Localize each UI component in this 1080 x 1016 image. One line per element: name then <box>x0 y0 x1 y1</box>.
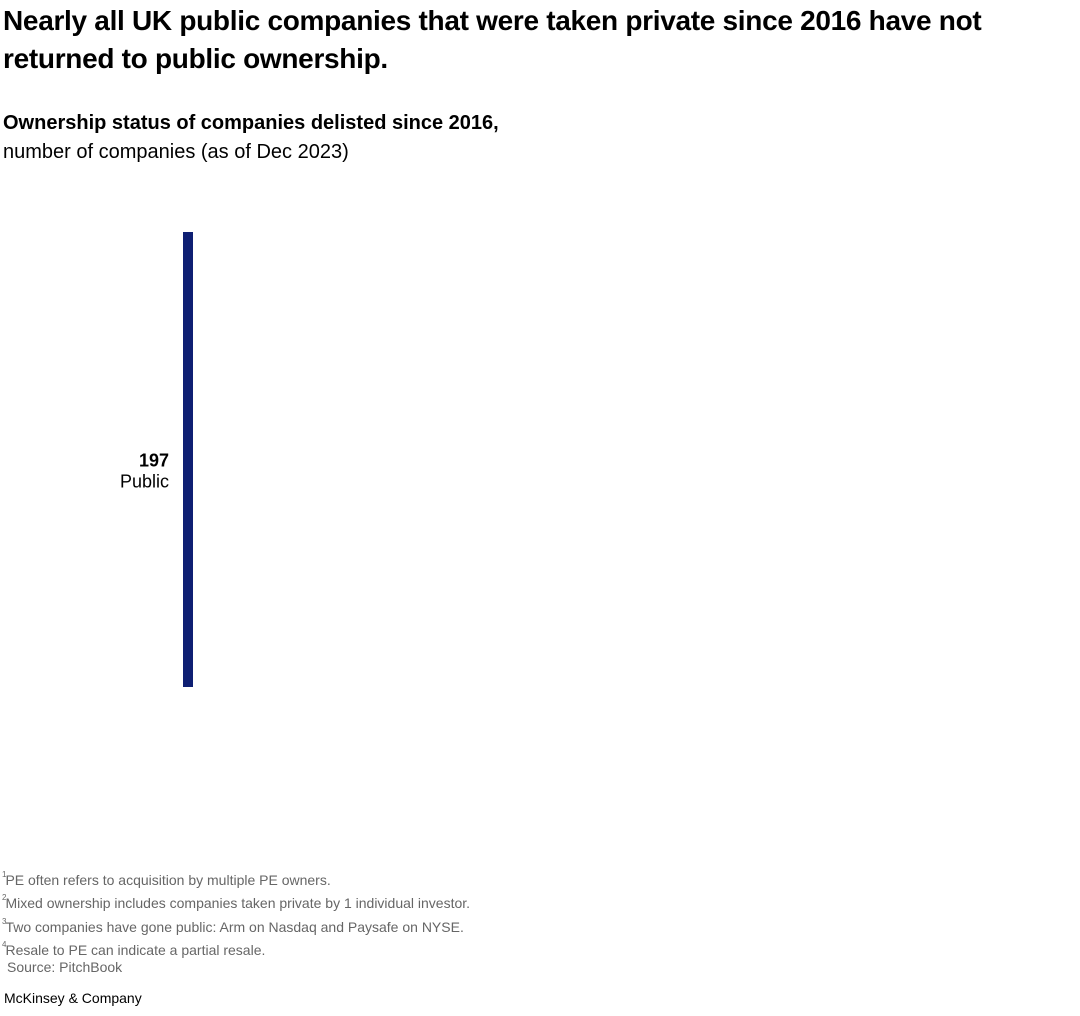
value-label: 197 <box>139 451 169 471</box>
footnotes: 1PE often refers to acquisition by multi… <box>2 866 470 976</box>
bar <box>183 232 193 687</box>
footnote: 1PE often refers to acquisition by multi… <box>2 866 470 889</box>
footnote-marker: 1 <box>2 870 7 879</box>
chart-title: Nearly all UK public companies that were… <box>3 5 982 74</box>
category-label: Public <box>120 472 169 492</box>
footnote-marker: 2 <box>2 893 7 903</box>
footnote: 3Two companies have gone public: Arm on … <box>2 913 470 936</box>
footnote-marker: 3 <box>2 916 7 926</box>
chart-subtitle: number of companies (as of Dec 2023) <box>3 141 349 163</box>
footnote-text: Mixed ownership includes companies taken… <box>5 895 471 912</box>
footnote-text: PE often refers to acquisition by multip… <box>5 872 331 888</box>
footnote-text: Resale to PE can indicate a partial resa… <box>5 941 266 958</box>
footnote-marker: 4 <box>2 939 7 949</box>
footnote: 4Resale to PE can indicate a partial res… <box>2 936 470 959</box>
chart-subtitle: Ownership status of companies delisted s… <box>3 112 499 134</box>
footnote-text: Two companies have gone public: Arm on N… <box>5 918 464 935</box>
brand: McKinsey & Company <box>4 990 142 1006</box>
footnote: 2Mixed ownership includes companies take… <box>2 889 470 912</box>
source: Source: PitchBook <box>7 959 123 976</box>
